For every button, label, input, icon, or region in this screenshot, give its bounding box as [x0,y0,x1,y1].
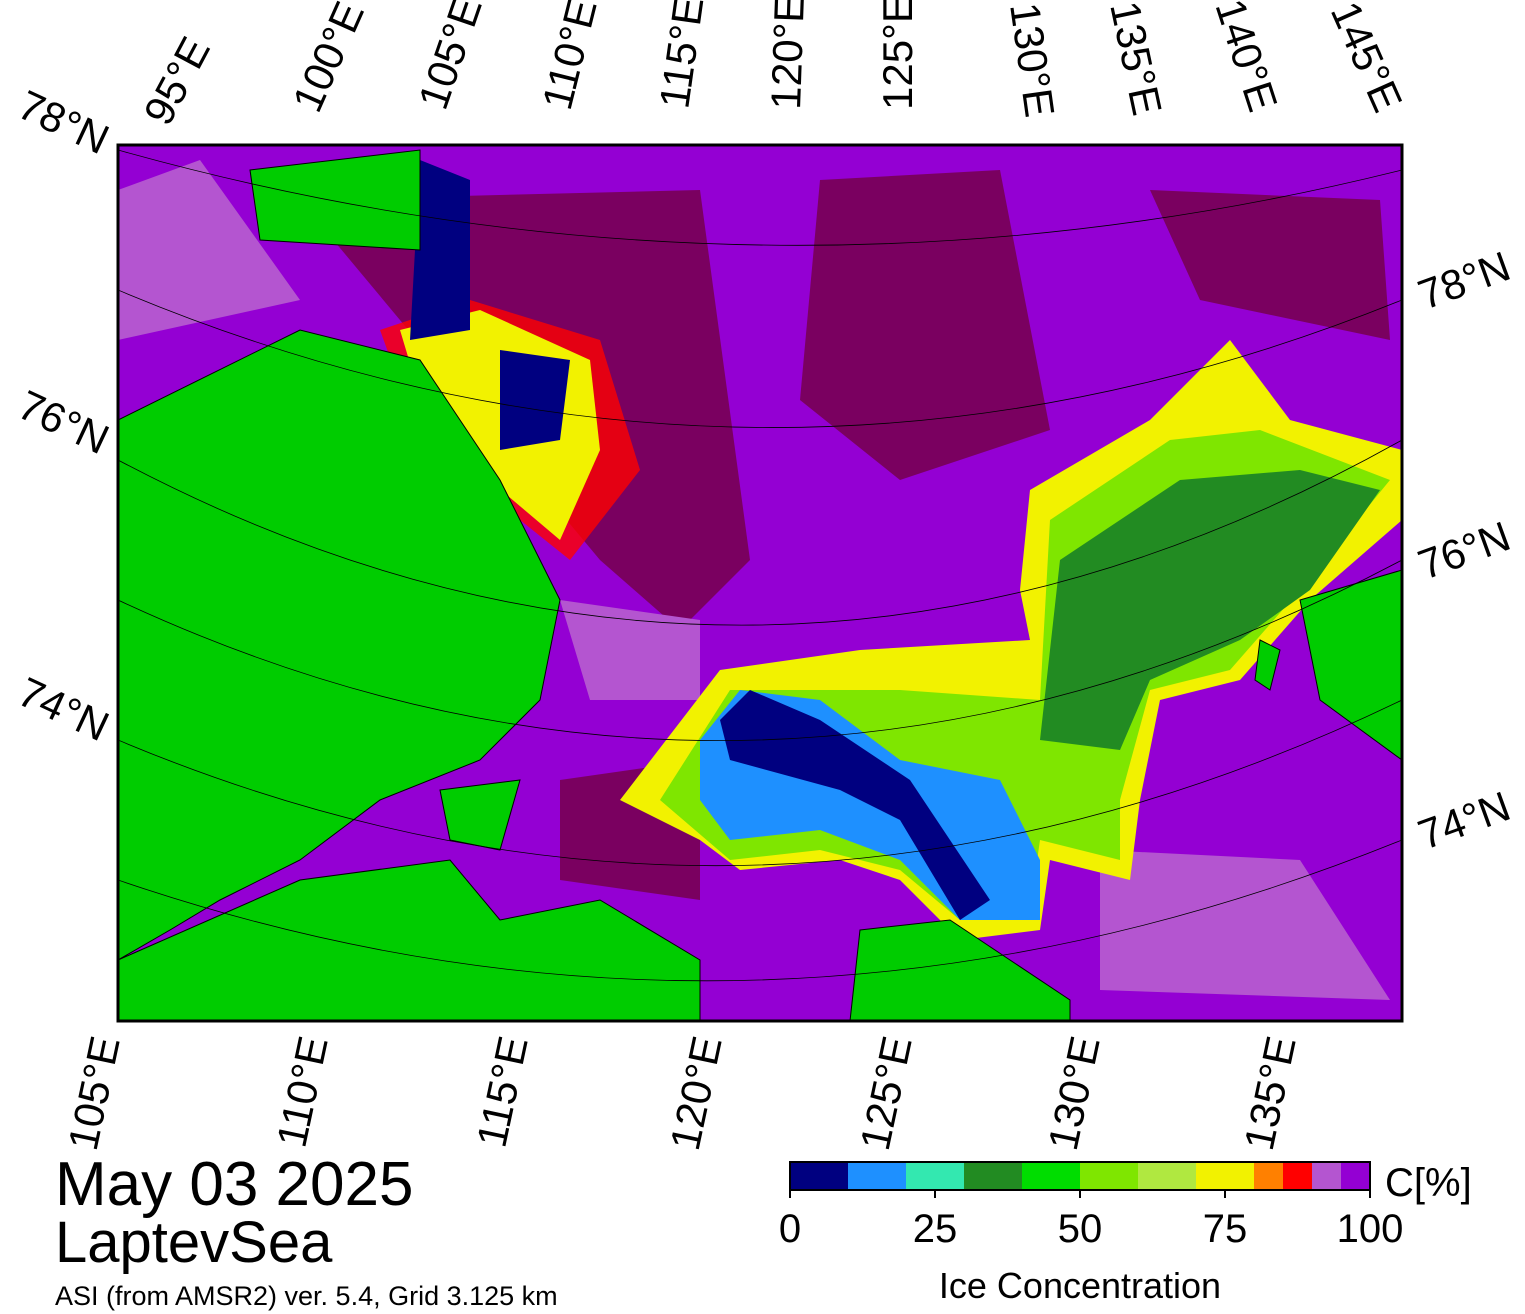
top-lon-label: 115°E [650,0,712,111]
right-lat-label: 76°N [1412,512,1516,588]
bottom-lon-label: 125°E [851,1032,921,1154]
colorbar-band [1312,1162,1341,1190]
colorbar-band [1080,1162,1138,1190]
top-lon-label: 110°E [533,0,606,114]
left-lat-label: 78°N [11,81,116,163]
top-lon-label: 105°E [409,0,491,115]
colorbar-band [1022,1162,1080,1190]
colorbar-band [906,1162,964,1190]
colorbar-band [1283,1162,1312,1190]
map-frame [116,143,1404,1023]
map-area [118,145,1402,1021]
bottom-lon-label: 105°E [59,1032,129,1154]
colorbar-tick-label: 100 [1337,1207,1404,1251]
bottom-lon-label: 135°E [1235,1032,1305,1154]
top-lon-label: 145°E [1322,0,1412,119]
top-lon-label: 125°E [874,0,921,110]
left-lat-label: 76°N [11,381,116,463]
bottom-lon-label: 130°E [1039,1032,1109,1154]
left-lat-label: 74°N [11,668,116,750]
top-lon-label: 135°E [1101,0,1171,119]
colorbar-band [1341,1162,1370,1190]
top-lon-label: 140°E [1206,0,1286,117]
bottom-lon-label: 110°E [268,1032,337,1151]
top-lon-label: 95°E [134,29,218,132]
colorbar-tick-label: 50 [1058,1207,1103,1251]
colorbar-tick-label: 75 [1203,1207,1248,1251]
region: LaptevSea [55,1210,333,1275]
colorbar-band [1196,1162,1254,1190]
colorbar-band [1254,1162,1283,1190]
date: May 03 2025 [55,1150,413,1219]
colorbar-band [964,1162,1022,1190]
colorbar-title: Ice Concentration [939,1265,1221,1306]
source: ASI (from AMSR2) ver. 5.4, Grid 3.125 km [55,1281,558,1311]
top-lon-label: 100°E [283,0,373,119]
top-lon-label: 120°E [762,0,813,110]
colorbar-band [1138,1162,1196,1190]
top-lon-label: 130°E [1001,0,1064,120]
colorbar-tick-label: 25 [913,1207,958,1251]
colorbar-tick-label: 0 [779,1207,801,1251]
bottom-lon-label: 115°E [468,1032,537,1151]
colorbar-unit: C[%] [1385,1161,1472,1205]
right-lat-label: 74°N [1412,782,1516,858]
graticule [118,149,1402,982]
colorbar-band [790,1162,848,1190]
bottom-lon-label: 120°E [661,1032,731,1154]
colorbar-band [848,1162,906,1190]
right-lat-label: 78°N [1412,242,1516,318]
